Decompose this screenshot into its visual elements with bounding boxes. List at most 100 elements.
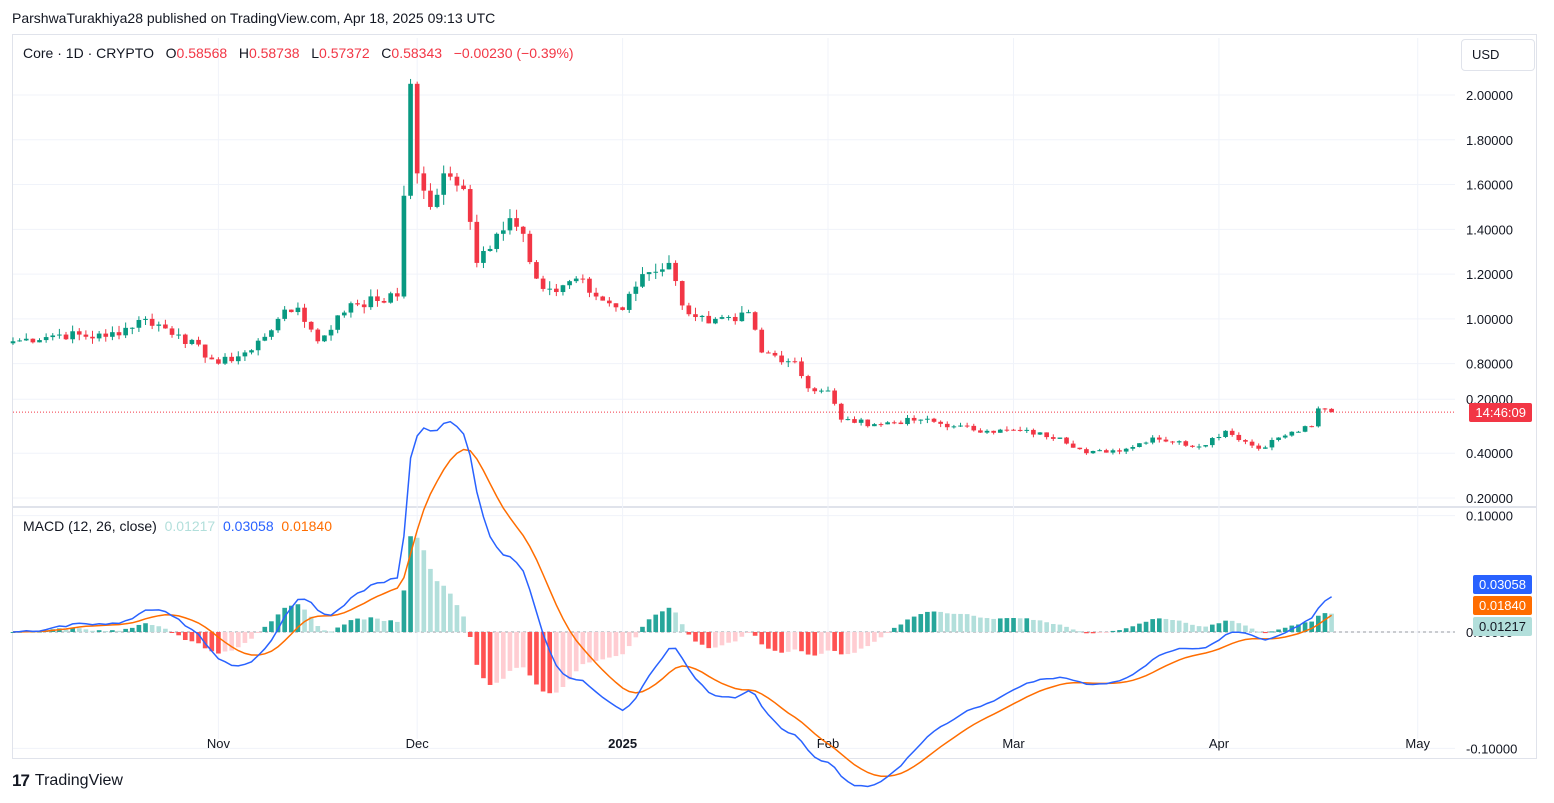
macd-hist-bar — [554, 632, 559, 693]
macd-hist-bar — [1110, 630, 1116, 632]
candle-body — [567, 281, 572, 286]
candle-body — [1289, 431, 1295, 436]
candle-body — [361, 304, 367, 308]
macd-tick-label: 0.10000 — [1466, 509, 1513, 524]
macd-hist-bar — [978, 617, 983, 632]
candle-body — [501, 230, 506, 234]
macd-hist-bar — [772, 632, 778, 651]
candle-body — [1256, 445, 1262, 449]
macd-hist-bar — [938, 611, 943, 632]
macd-hist-bar — [10, 632, 16, 633]
candle-body — [666, 262, 672, 270]
macd-hist-bar — [235, 632, 241, 648]
macd-hist-bar — [1117, 630, 1122, 632]
macd-hist-bar — [1256, 631, 1262, 633]
macd-hist-bar — [1322, 613, 1328, 632]
currency-button[interactable]: USD — [1461, 39, 1535, 71]
candle-body — [23, 338, 29, 341]
macd-hist-bar — [805, 632, 811, 655]
macd-hist-bar — [991, 618, 996, 632]
macd-hist-bar — [878, 632, 884, 638]
high-value: 0.58738 — [248, 45, 300, 61]
macd-hist-bar — [527, 632, 533, 676]
macd-hist-bar — [315, 626, 321, 632]
candle-body — [1004, 429, 1010, 431]
candle-body — [57, 334, 62, 336]
macd-lines — [12, 420, 1333, 788]
macd-hist-bar — [1150, 619, 1155, 632]
candle-body — [76, 331, 82, 335]
macd-hist-bar — [1196, 626, 1202, 632]
candle-body — [348, 303, 354, 313]
macd-hist-bar — [129, 627, 135, 632]
candle-body — [447, 173, 453, 177]
macd-hist-bar — [216, 632, 221, 654]
macd-hist-bar — [739, 632, 745, 637]
close-label: C — [381, 45, 392, 61]
high-label: H — [238, 45, 249, 61]
candle-body — [467, 189, 473, 222]
candle-body — [991, 430, 996, 433]
candle-body — [295, 307, 301, 313]
candle-body — [891, 422, 897, 424]
candle-body — [43, 337, 49, 341]
footer-brand[interactable]: 17 TradingView — [12, 771, 123, 791]
macd-hist-bar — [368, 617, 374, 632]
candle-body — [1329, 408, 1334, 413]
candle-body — [481, 251, 486, 263]
candle-body — [686, 305, 692, 315]
macd-hist-bar — [971, 615, 977, 632]
candle-body — [699, 315, 705, 318]
macd-hist-bar — [1031, 619, 1036, 632]
candle-body — [17, 340, 22, 342]
candle-body — [1216, 436, 1222, 439]
macd-hist-bar — [428, 568, 433, 632]
candle-body — [746, 312, 751, 314]
macd-indicator-label[interactable]: MACD (12, 26, close) — [23, 518, 157, 534]
macd-hist-bar — [83, 629, 89, 632]
signal-axis-label: 0.01840 — [1473, 596, 1532, 615]
macd-line — [12, 420, 1332, 788]
candle-body — [156, 324, 162, 326]
macd-hist-bar — [891, 627, 897, 632]
candle-body — [1137, 443, 1142, 448]
candle-body — [461, 185, 466, 190]
macd-hist-bar — [1084, 632, 1089, 634]
candle-body — [792, 361, 798, 363]
countdown-label: 14:46:09 — [1469, 403, 1532, 422]
macd-hist-bar — [1302, 622, 1308, 632]
macd-hist-bar — [474, 632, 480, 665]
macd-hist-bar — [335, 627, 340, 632]
macd-signal-value: 0.01840 — [281, 518, 332, 534]
macd-hist-bar — [1243, 625, 1248, 632]
macd-hist-bar — [394, 621, 400, 632]
macd-hist-bar — [726, 632, 731, 643]
candle-body — [1170, 441, 1175, 443]
macd-hist-bar — [1183, 622, 1189, 632]
macd-hist-bar — [308, 616, 314, 632]
macd-hist-bar — [494, 632, 500, 683]
macd-hist-bar — [1203, 626, 1209, 632]
macd-hist-bar — [1090, 632, 1096, 634]
candle-body — [580, 278, 586, 280]
candle-body — [706, 315, 712, 324]
macd-hist-bar — [116, 630, 122, 632]
macd-hist-bar — [454, 605, 460, 632]
macd-hist-bar — [1097, 632, 1102, 633]
candle-body — [958, 425, 963, 427]
candle-body — [129, 327, 135, 329]
candle-body — [1037, 432, 1043, 435]
macd-hist-bar — [587, 632, 592, 663]
macd-hist-bar — [421, 550, 427, 632]
symbol-label[interactable]: Core · 1D · CRYPTO — [23, 45, 154, 61]
macd-hist-bar — [481, 632, 486, 679]
macd-hist-bar — [838, 632, 844, 655]
ohlc-legend: Core · 1D · CRYPTO O0.58568 H0.58738 L0.… — [23, 45, 574, 61]
candle-body — [96, 333, 102, 339]
time-tick-label: 2025 — [608, 736, 637, 751]
candle-body — [766, 352, 771, 354]
candle-body — [1057, 437, 1063, 439]
candle-body — [653, 271, 659, 273]
macd-hist-bar — [699, 632, 705, 645]
